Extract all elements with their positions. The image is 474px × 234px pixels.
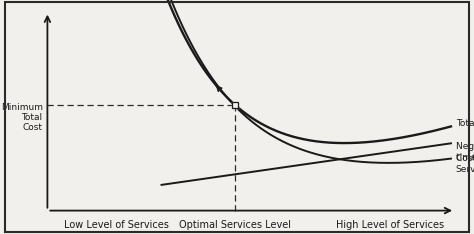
Text: Negative Cost of waiting
time to company: Negative Cost of waiting time to company — [456, 142, 474, 162]
Text: Total expected cost: Total expected cost — [456, 120, 474, 128]
Text: Optimal Services Level: Optimal Services Level — [179, 220, 291, 230]
Text: High Level of Services: High Level of Services — [336, 220, 444, 230]
Text: Minimum
Total
Cost: Minimum Total Cost — [0, 103, 43, 132]
Text: Low Level of Services: Low Level of Services — [64, 220, 169, 230]
Text: Cost of providing
Services: Cost of providing Services — [456, 154, 474, 174]
